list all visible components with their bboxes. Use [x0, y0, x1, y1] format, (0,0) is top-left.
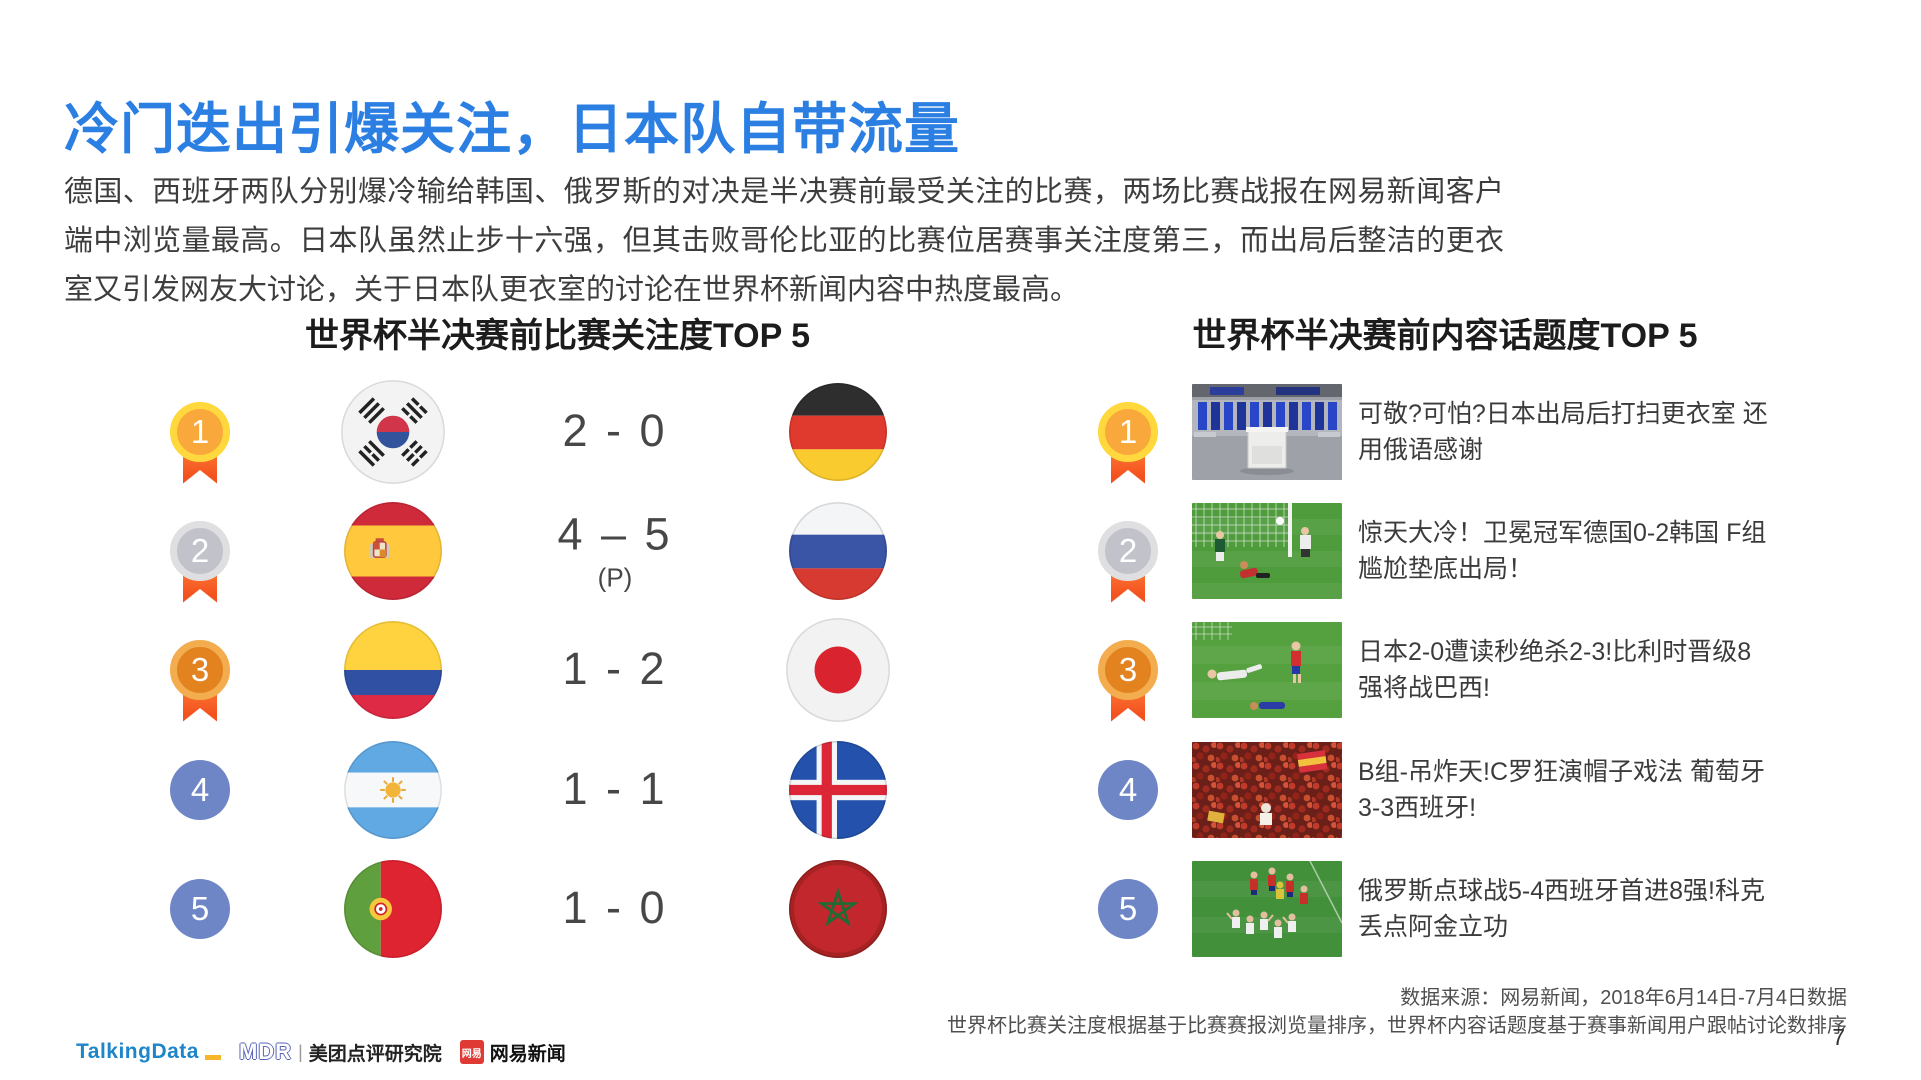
- data-source-note: 数据来源：网易新闻，2018年6月14日-7月4日数据 世界杯比赛关注度根据基于…: [947, 984, 1847, 1040]
- photo-japan-locker-room: [1192, 383, 1342, 480]
- topic-headline: 可敬?可怕?日本出局后打扫更衣室 还 用俄语感谢: [1358, 396, 1858, 468]
- match-row-2: 2 4 – 5 (P): [0, 491, 1921, 610]
- netease-news-label: 网易新闻: [489, 1043, 566, 1065]
- rank-4-badge: 4: [1098, 759, 1158, 820]
- headline-line: 用俄语感谢: [1358, 435, 1484, 464]
- rank-number: 2: [190, 531, 210, 569]
- mdr-wordmark: MDR: [238, 1039, 293, 1064]
- rank-5-badge: 5: [170, 878, 230, 939]
- talkingdata-logo: TalkingData: [76, 1040, 221, 1064]
- match-row-4: 4 1 - 1: [0, 730, 1921, 849]
- photo-germany-korea-goal: [1192, 502, 1342, 599]
- source-line-2: 世界杯比赛关注度根据基于比赛赛报浏览量排序，世界杯内容话题度基于赛事新闻用户跟帖…: [947, 1015, 1847, 1037]
- netease-news-logo: 网易 网易新闻: [459, 1039, 566, 1066]
- gold-medal-icon: 1: [1098, 401, 1158, 484]
- photo-russia-spain-celebration: [1192, 860, 1342, 957]
- topic-row-5: 5: [0, 849, 1921, 968]
- meituan-dianping-logo: MDR | 美团点评研究院: [239, 1039, 442, 1066]
- match-row-5: 5 1 - 0: [0, 849, 1921, 968]
- flag-argentina-icon: [343, 740, 443, 840]
- topic-row-3: 3: [0, 610, 1921, 729]
- flag-russia-icon: [788, 501, 888, 601]
- flag-japan-icon: [785, 617, 891, 723]
- topic-headline: 日本2-0遭读秒绝杀2-3!比利时晋级8 强将战巴西!: [1358, 634, 1858, 706]
- match-score: 1 - 2: [562, 642, 668, 694]
- flag-colombia-icon: [343, 620, 443, 720]
- headline-line: 丢点阿金立功: [1358, 912, 1509, 941]
- rank-number: 4: [190, 770, 210, 808]
- intro-paragraph: 德国、西班牙两队分别爆冷输给韩国、俄罗斯的对决是半决赛前最受关注的比赛，两场比赛…: [64, 176, 1504, 306]
- topic-row-2: 2 惊天大冷！卫冕冠军德国0-: [0, 491, 1921, 610]
- rank-number: 5: [1118, 889, 1138, 927]
- rank-number: 2: [1118, 531, 1138, 569]
- gold-medal-icon: 1: [170, 401, 230, 484]
- headline-line: 尴尬垫底出局！: [1358, 554, 1534, 583]
- netease-icon: 网易: [459, 1040, 484, 1064]
- rank-number: 1: [1118, 412, 1138, 450]
- silver-medal-icon: 2: [1098, 520, 1158, 603]
- headline-line: 惊天大冷！卫冕冠军德国0-2韩国 F组: [1358, 518, 1767, 547]
- flag-germany-icon: [788, 382, 888, 482]
- bronze-medal-icon: 3: [1098, 639, 1158, 722]
- topic-headline: 俄罗斯点球战5-4西班牙首进8强!科克 丢点阿金立功: [1358, 873, 1858, 945]
- headline-line: 强将战巴西!: [1358, 673, 1490, 702]
- photo-japan-belgium-fallen-players: [1192, 621, 1342, 718]
- match-score: 2 - 0: [562, 404, 668, 456]
- photo-portugal-spain-fans: [1192, 741, 1342, 838]
- topic-row-4: 4: [0, 730, 1921, 849]
- headline-line: 3-3西班牙!: [1358, 793, 1477, 822]
- brand-logos: TalkingData MDR | 美团点评研究院 网易 网易新闻: [76, 1038, 566, 1066]
- rank-4-badge: 4: [170, 759, 230, 820]
- flag-spain-icon: [343, 501, 443, 601]
- headline-line: 日本2-0遭读秒绝杀2-3!比利时晋级8: [1358, 637, 1752, 666]
- topic-row-1: 1: [0, 372, 1921, 491]
- silver-medal-icon: 2: [170, 520, 230, 603]
- page-title: 冷门迭出引爆关注，日本队自带流量: [64, 98, 961, 160]
- topic-headline: B组-吊炸天!C罗狂演帽子戏法 葡萄牙 3-3西班牙!: [1358, 754, 1858, 826]
- flag-portugal-icon: [343, 859, 443, 959]
- headline-line: B组-吊炸天!C罗狂演帽子戏法 葡萄牙: [1358, 757, 1765, 786]
- meituan-research-label: 美团点评研究院: [308, 1043, 442, 1065]
- match-row-3: 3 1 - 2: [0, 610, 1921, 729]
- match-score: 1 - 1: [562, 762, 668, 814]
- rank-number: 1: [190, 412, 210, 450]
- bronze-medal-icon: 3: [170, 639, 230, 722]
- headline-line: 可敬?可怕?日本出局后打扫更衣室 还: [1358, 399, 1768, 428]
- rank-5-badge: 5: [1098, 878, 1158, 939]
- flag-south-korea-icon: [340, 379, 446, 485]
- topic-panel-title: 世界杯半决赛前内容话题度TOP 5: [1192, 317, 1698, 355]
- rank-number: 4: [1118, 770, 1138, 808]
- headline-line: 俄罗斯点球战5-4西班牙首进8强!科克: [1358, 876, 1765, 905]
- match-row-1: 1: [0, 372, 1921, 491]
- match-score: 4 – 5 (P): [557, 508, 673, 592]
- rank-number: 3: [190, 650, 210, 688]
- page-number: 7: [1832, 1024, 1845, 1050]
- flag-iceland-icon: [788, 740, 888, 840]
- match-score: 1 - 0: [562, 881, 668, 933]
- rank-number: 3: [1118, 650, 1138, 688]
- talkingdata-orange-bar-icon: [204, 1054, 221, 1060]
- topic-headline: 惊天大冷！卫冕冠军德国0-2韩国 F组 尴尬垫底出局！: [1358, 515, 1858, 587]
- source-line-1: 数据来源：网易新闻，2018年6月14日-7月4日数据: [1400, 987, 1847, 1009]
- talkingdata-wordmark: TalkingData: [76, 1040, 199, 1063]
- match-panel-title: 世界杯半决赛前比赛关注度TOP 5: [304, 317, 811, 355]
- rank-number: 5: [190, 889, 210, 927]
- logo-divider: |: [298, 1041, 303, 1062]
- flag-morocco-icon: [788, 859, 888, 959]
